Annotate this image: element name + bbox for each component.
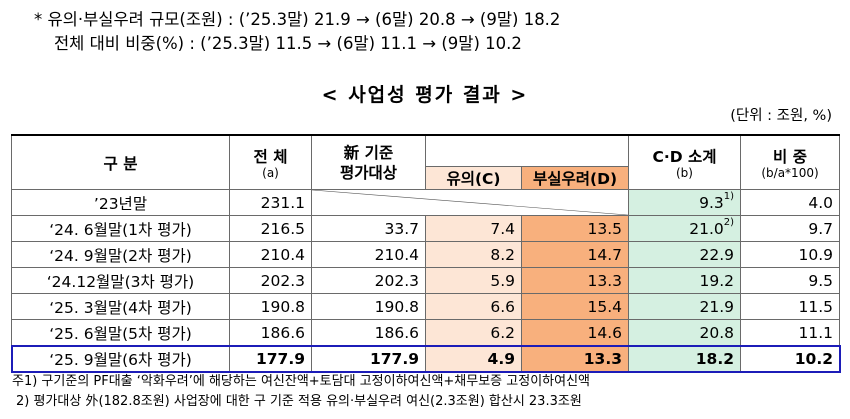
footnote-marker: 2) (723, 216, 734, 228)
header-cd-label: C·D 소계 (652, 148, 717, 166)
cell-cd: 19.2 (628, 267, 741, 294)
cell-ratio: 4.0 (740, 189, 840, 216)
header-bu: 부실우려(D) (521, 166, 629, 190)
footnote-marker: 1) (723, 190, 734, 202)
header-ratio: 비 중 (b/a*100) (740, 134, 840, 190)
summary-line-ratio: 전체 대비 비중(%) : (’25.3말) 11.5 → (6말) 11.1 … (54, 34, 522, 53)
footnote-1: 주1) 구기준의 PF대출 ‘악화우려’에 해당하는 여신잔액+토담대 고정이하… (12, 374, 590, 389)
header-total: 전 체 (a) (229, 134, 312, 190)
header-new-criteria: 新 기준 평가대상 (311, 134, 426, 190)
cell-total: 186.6 (229, 319, 312, 346)
footnotes: 주1) 구기준의 PF대출 ‘악화우려’에 해당하는 여신잔액+토담대 고정이하… (12, 372, 590, 412)
cell-bu: 14.7 (521, 241, 629, 268)
cd-value: 21.0 (689, 219, 724, 238)
cell-yui: 7.4 (425, 215, 522, 242)
table-row: ‘25. 3월말(4차 평가) 190.8 190.8 6.6 15.4 21.… (11, 293, 840, 320)
header-new-line1: 新 기준 (343, 143, 394, 162)
cell-yui: 6.2 (425, 319, 522, 346)
cell-total: 177.9 (229, 345, 312, 372)
header-ratio-label: 비 중 (773, 148, 807, 166)
table-row: ‘24. 6월말(1차 평가) 216.5 33.7 7.4 13.5 21.0… (11, 215, 840, 242)
cell-cd: 21.9 (628, 293, 741, 320)
row-label: ‘25. 3월말(4차 평가) (11, 293, 230, 320)
footnote-2: 2) 평가대상 外(182.8조원) 사업장에 대한 구 기준 적용 유의·부실… (16, 394, 582, 409)
header-total-sub: (a) (262, 166, 279, 180)
cell-new: 210.4 (311, 241, 426, 268)
cell-bu: 13.5 (521, 215, 629, 242)
cell-yui: 6.6 (425, 293, 522, 320)
cell-merged-diagonal (311, 189, 629, 216)
cell-yui: 4.9 (425, 345, 522, 372)
row-label: ‘24. 6월말(1차 평가) (11, 215, 230, 242)
table-row: ’23년말 231.1 9.31) 4.0 (11, 189, 840, 216)
table-row: ‘24.12월말(3차 평가) 202.3 202.3 5.9 13.3 19.… (11, 267, 840, 294)
cell-new: 186.6 (311, 319, 426, 346)
cell-new: 202.3 (311, 267, 426, 294)
cell-new: 190.8 (311, 293, 426, 320)
table-title: < 사업성 평가 결과 > (321, 84, 529, 106)
header-new-line2: 평가대상 (339, 163, 398, 182)
cell-ratio: 11.5 (740, 293, 840, 320)
cell-total: 190.8 (229, 293, 312, 320)
cell-cd: 18.2 (628, 345, 741, 372)
cell-cd: 22.9 (628, 241, 741, 268)
table-row-latest: ‘25. 9월말(6차 평가) 177.9 177.9 4.9 13.3 18.… (10, 344, 841, 373)
header-cd-group-spacer (425, 134, 629, 167)
header-yui: 유의(C) (425, 166, 522, 190)
header-total-label: 전 체 (253, 148, 288, 166)
row-label: ‘24.12월말(3차 평가) (11, 267, 230, 294)
cell-total: 202.3 (229, 267, 312, 294)
table-row: ‘24. 9월말(2차 평가) 210.4 210.4 8.2 14.7 22.… (11, 241, 840, 268)
cell-bu: 15.4 (521, 293, 629, 320)
row-label: ’23년말 (11, 189, 230, 216)
cell-bu: 13.3 (521, 345, 629, 372)
summary-block: * 유의·부실우려 규모(조원) : (’25.3말) 21.9 → (6말) … (34, 8, 560, 56)
cell-new: 33.7 (311, 215, 426, 242)
header-ratio-sub: (b/a*100) (761, 166, 819, 180)
diagonal-line (312, 190, 628, 215)
cell-bu: 13.3 (521, 267, 629, 294)
header-gubun: 구 분 (11, 134, 230, 190)
summary-line-amount: * 유의·부실우려 규모(조원) : (’25.3말) 21.9 → (6말) … (34, 10, 561, 29)
cell-cd: 21.02) (628, 215, 741, 242)
cell-cd: 9.31) (628, 189, 741, 216)
row-label: ‘25. 9월말(6차 평가) (11, 345, 230, 372)
header-cd-subtotal: C·D 소계 (b) (628, 134, 741, 190)
cell-ratio: 10.2 (740, 345, 840, 372)
row-label: ‘25. 6월말(5차 평가) (11, 319, 230, 346)
cell-ratio: 10.9 (740, 241, 840, 268)
cell-total: 231.1 (229, 189, 312, 216)
cell-total: 210.4 (229, 241, 312, 268)
cell-bu: 14.6 (521, 319, 629, 346)
table-row: ‘25. 6월말(5차 평가) 186.6 186.6 6.2 14.6 20.… (11, 319, 840, 346)
cell-yui: 8.2 (425, 241, 522, 268)
cell-total: 216.5 (229, 215, 312, 242)
cell-yui: 5.9 (425, 267, 522, 294)
unit-label: (단위 : 조원, %) (730, 108, 832, 124)
row-label: ‘24. 9월말(2차 평가) (11, 241, 230, 268)
cd-value: 9.3 (699, 193, 724, 212)
cell-cd: 20.8 (628, 319, 741, 346)
cell-ratio: 9.7 (740, 215, 840, 242)
cell-ratio: 11.1 (740, 319, 840, 346)
cell-new: 177.9 (311, 345, 426, 372)
header-cd-sub: (b) (676, 166, 693, 180)
evaluation-table: 구 분 전 체 (a) 新 기준 평가대상 C·D 소계 (b) 비 중 (b/… (10, 134, 841, 373)
cell-ratio: 9.5 (740, 267, 840, 294)
